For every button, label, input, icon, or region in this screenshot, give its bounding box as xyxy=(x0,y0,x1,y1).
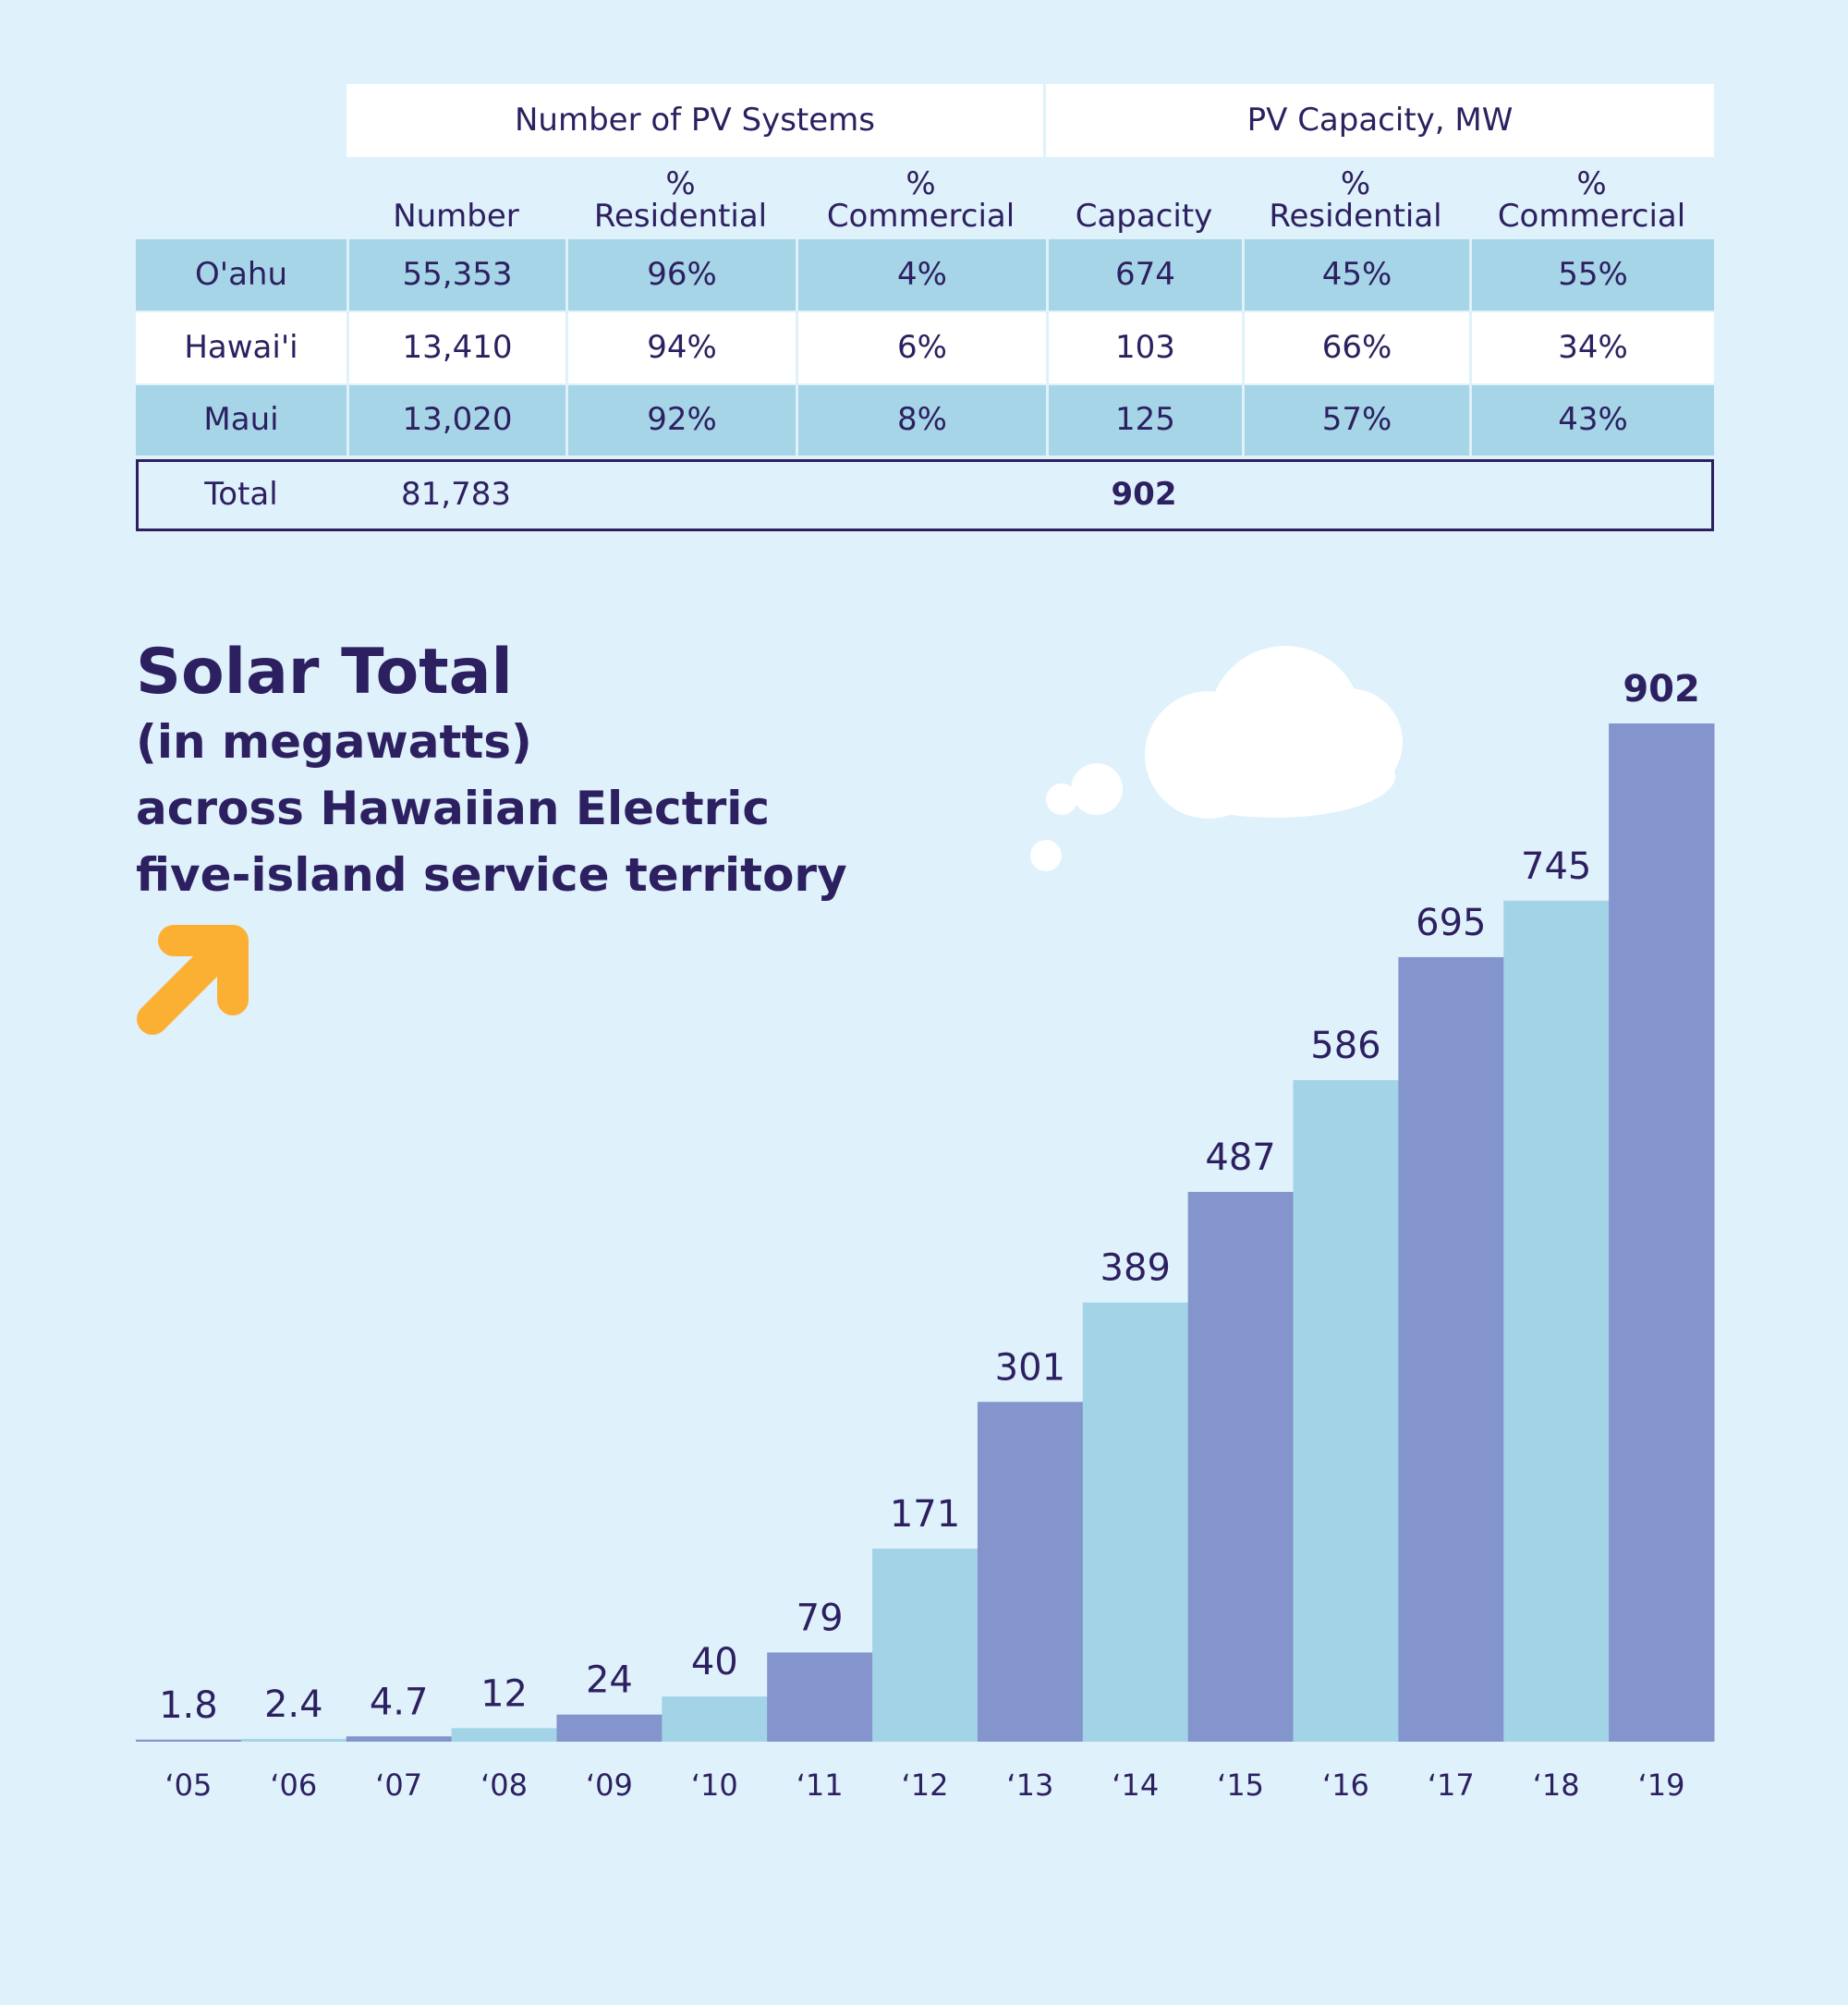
chart-subtitle: (in megawatts) xyxy=(136,715,532,769)
row-label: O'ahu xyxy=(136,239,346,312)
row-label: Hawai'i xyxy=(136,312,346,385)
table-cell: 13,410 xyxy=(346,312,565,385)
bar xyxy=(1398,956,1504,1742)
x-tick-label: ‘05 xyxy=(164,1768,212,1803)
value-label: 301 xyxy=(995,1346,1065,1389)
bar xyxy=(556,1714,663,1742)
bar xyxy=(1187,1192,1295,1742)
x-tick-label: ‘12 xyxy=(902,1768,949,1803)
column-header: % Residential xyxy=(1269,164,1442,236)
column-header: % Commercial xyxy=(1497,164,1686,236)
bar xyxy=(136,1739,242,1742)
table-cell: 55,353 xyxy=(346,239,565,312)
table-cell: 66% xyxy=(1242,312,1469,385)
value-label: 389 xyxy=(1100,1247,1171,1290)
x-tick-label: ‘07 xyxy=(375,1768,422,1803)
table-cell: 55% xyxy=(1469,239,1714,312)
column-header: % Commercial xyxy=(826,164,1015,236)
chart-title: Solar Total xyxy=(136,636,513,709)
bar xyxy=(872,1549,979,1742)
table-cell: 34% xyxy=(1469,312,1714,385)
x-tick-label: ‘18 xyxy=(1533,1768,1580,1803)
value-label: 1.8 xyxy=(159,1684,218,1727)
table-cell: 902 xyxy=(1111,476,1177,514)
bar xyxy=(346,1736,453,1742)
bar xyxy=(1082,1302,1189,1742)
value-label: 695 xyxy=(1416,902,1486,944)
value-label: 586 xyxy=(1310,1025,1380,1067)
table-cell: 57% xyxy=(1242,385,1469,457)
table-cell: 94% xyxy=(565,312,796,385)
value-label: 745 xyxy=(1521,845,1591,888)
table-cell: 81,783 xyxy=(401,476,511,514)
table-cell: 92% xyxy=(565,385,796,457)
x-tick-label: ‘09 xyxy=(586,1768,633,1803)
value-label: 40 xyxy=(691,1641,738,1683)
x-tick-label: ‘10 xyxy=(691,1768,738,1803)
row-label: Maui xyxy=(136,385,346,457)
value-label: 12 xyxy=(480,1672,528,1715)
table-cell: 13,020 xyxy=(346,385,565,457)
column-header: Number xyxy=(393,198,519,236)
bar xyxy=(1503,900,1610,1742)
x-tick-label: ‘17 xyxy=(1428,1768,1475,1803)
table-cell: 8% xyxy=(796,385,1046,457)
table-cell: 103 xyxy=(1046,312,1242,385)
x-tick-label: ‘16 xyxy=(1322,1768,1369,1803)
cloud xyxy=(1030,646,1403,871)
table-cell: 96% xyxy=(565,239,796,312)
chart-subtitle: five-island service territory xyxy=(136,848,847,902)
x-tick-label: ‘13 xyxy=(1006,1768,1053,1803)
value-label: 4.7 xyxy=(370,1681,429,1723)
table-cell: 45% xyxy=(1242,239,1469,312)
value-label: 902 xyxy=(1623,668,1700,711)
group-header: Number of PV Systems xyxy=(346,84,1046,157)
bar xyxy=(451,1728,557,1742)
x-tick-label: ‘15 xyxy=(1217,1768,1264,1803)
bar xyxy=(1293,1080,1399,1742)
table-cell: 4% xyxy=(796,239,1046,312)
column-header: % Residential xyxy=(593,164,768,236)
x-tick-label: ‘19 xyxy=(1638,1768,1685,1803)
column-header: Capacity xyxy=(1075,198,1213,236)
table-cell: 674 xyxy=(1046,239,1242,312)
x-tick-label: ‘06 xyxy=(270,1768,317,1803)
value-label: 2.4 xyxy=(264,1683,323,1726)
bar xyxy=(977,1402,1084,1742)
table-cell: 43% xyxy=(1469,385,1714,457)
value-label: 171 xyxy=(890,1493,960,1536)
x-tick-label: ‘08 xyxy=(480,1768,528,1803)
row-label: Total xyxy=(204,476,278,514)
bar xyxy=(767,1652,873,1742)
bar xyxy=(1609,723,1715,1742)
table-cell: 125 xyxy=(1046,385,1242,457)
chart-subtitle: across Hawaiian Electric xyxy=(136,782,770,835)
bar xyxy=(662,1696,768,1742)
total-row xyxy=(136,459,1714,531)
value-label: 79 xyxy=(796,1597,844,1639)
table-cell: 6% xyxy=(796,312,1046,385)
x-tick-label: ‘14 xyxy=(1112,1768,1159,1803)
value-label: 24 xyxy=(586,1659,633,1702)
bar xyxy=(240,1739,347,1742)
value-label: 487 xyxy=(1205,1136,1275,1179)
x-tick-label: ‘11 xyxy=(796,1768,844,1803)
group-header: PV Capacity, MW xyxy=(1046,84,1714,157)
arrow-icon xyxy=(137,925,249,1035)
